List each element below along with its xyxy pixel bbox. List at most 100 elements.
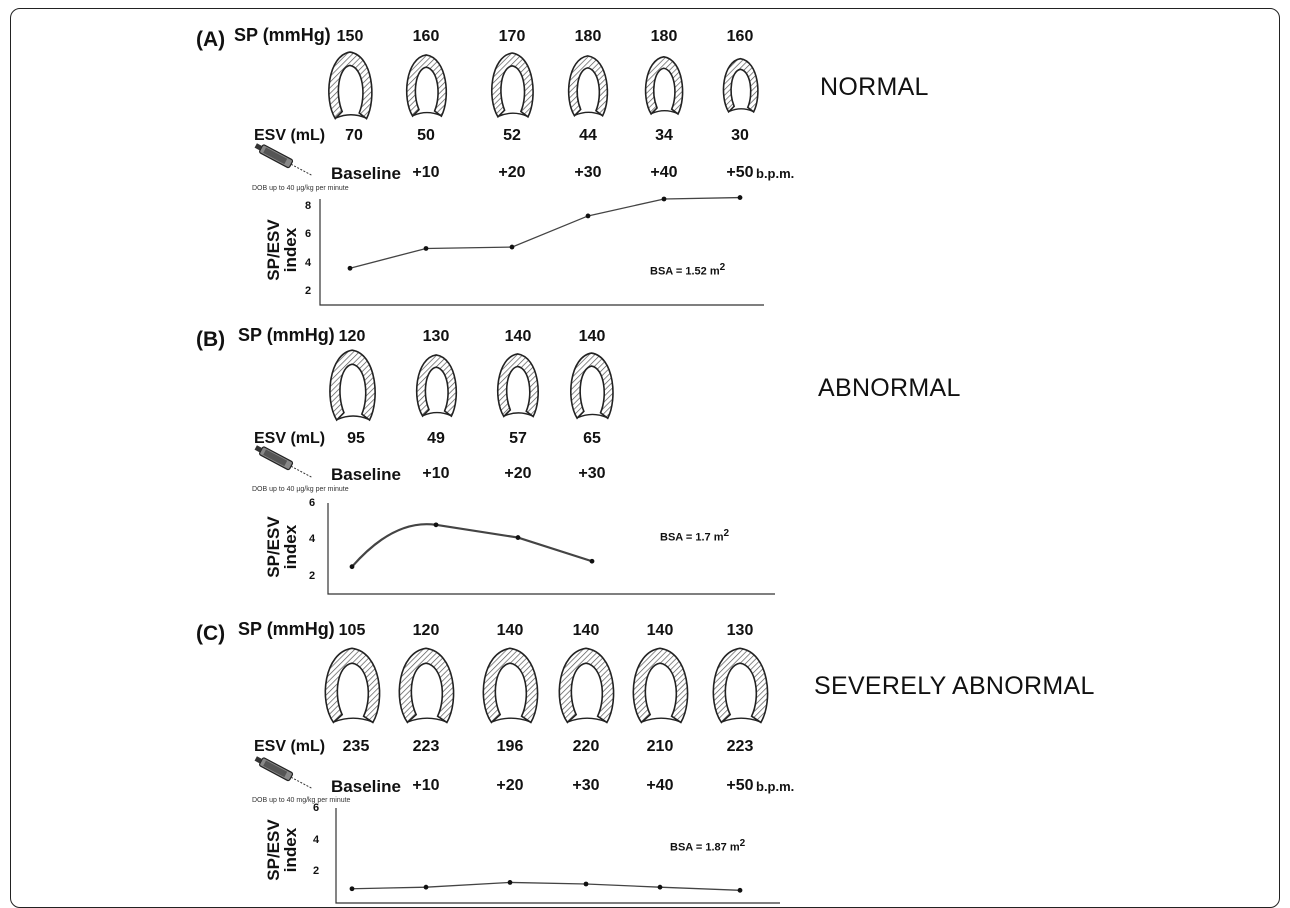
y-axis-title-line2: index (281, 524, 300, 570)
ventricle-icon (558, 647, 615, 724)
dose-step: +10 (412, 777, 440, 794)
esv-value: 50 (417, 127, 435, 144)
ventricle-wall (415, 353, 457, 418)
dose-step: +30 (572, 777, 600, 794)
ventricle-wall (324, 647, 381, 724)
mitral-plane (722, 717, 760, 723)
classification-label: SEVERELY ABNORMAL (814, 672, 1095, 700)
bsa-text: BSA = 1.87 m (670, 841, 740, 854)
sp-value: 105 (338, 622, 366, 639)
y-axis-title-line1: SP/ESV (264, 516, 283, 578)
y-tick-label: 2 (308, 569, 316, 582)
y-tick-label: 4 (312, 833, 320, 846)
sp-value: 160 (412, 28, 440, 45)
sp-value: 120 (412, 622, 440, 639)
esv-value: 223 (726, 738, 754, 755)
dob-note: DOB up to 40 µg/kg per minute (252, 486, 349, 493)
classification-label: ABNORMAL (818, 374, 961, 402)
ventricle-icon (398, 647, 455, 724)
mitral-plane (642, 717, 680, 723)
dob-note: DOB up to 40 mg/kg per minute (252, 797, 351, 804)
esv-value: 223 (412, 738, 440, 755)
dose-step: +30 (574, 164, 602, 181)
y-axis-title: SP/ESV index (264, 210, 300, 290)
dose-step: +50 (726, 777, 754, 794)
y-tick-label: 6 (308, 497, 316, 509)
y-tick-label: 8 (304, 200, 312, 213)
ventricle-icon (712, 647, 769, 724)
y-axis-title-line1: SP/ESV (264, 219, 283, 281)
mitral-plane (504, 412, 533, 417)
ventricle-icon (568, 54, 609, 117)
y-axis-title-line1: SP/ESV (264, 819, 283, 881)
ventricle-wall (490, 52, 534, 119)
sp-value: 180 (574, 28, 602, 45)
sp-value: 140 (504, 328, 532, 345)
dose-step: +30 (578, 465, 606, 482)
mitral-plane (334, 717, 372, 723)
ventricle-wall (328, 51, 373, 120)
esv-value: 34 (655, 127, 673, 144)
mitral-plane (568, 717, 606, 723)
ventricle-wall (329, 349, 376, 422)
esv-label: ESV (mL) (254, 127, 326, 144)
ventricle-wall (568, 54, 609, 117)
ventricle-wall (632, 647, 689, 724)
mitral-plane (413, 111, 441, 116)
bsa-text: BSA = 1.7 m (660, 531, 724, 544)
panel-label: (A) (196, 28, 226, 51)
y-tick-label: 4 (304, 256, 312, 269)
mitral-plane (335, 114, 366, 119)
ventricle-icon (497, 353, 540, 418)
esv-value: 95 (347, 430, 365, 447)
ventricle-wall (398, 647, 455, 724)
sp-label: SP (mmHg) (238, 325, 335, 345)
mitral-plane (498, 112, 528, 118)
bsa-label: BSA = 1.7 m2 (660, 528, 729, 544)
mitral-plane (337, 415, 369, 421)
sp-value: 150 (336, 28, 364, 45)
y-tick-label: 2 (304, 284, 312, 297)
mitral-plane (651, 109, 678, 114)
y-axis-title-line2: index (281, 227, 300, 273)
ventricle-icon (632, 647, 689, 724)
ventricle-icon (415, 353, 457, 418)
panel-label: (B) (196, 328, 226, 351)
ventricle-wall (712, 647, 769, 724)
sp-value: 130 (726, 622, 754, 639)
ventricle-wall (570, 351, 615, 420)
ventricle-wall (482, 647, 539, 724)
dose-step: +40 (646, 777, 674, 794)
dose-step: +20 (496, 777, 524, 794)
mitral-plane (408, 717, 446, 723)
dose-step: +10 (422, 465, 450, 482)
bsa-exponent: 2 (739, 838, 746, 849)
ventricle-icon (329, 349, 376, 422)
dose-step: Baseline (331, 164, 401, 183)
esv-value: 70 (345, 127, 363, 144)
esv-value: 44 (579, 127, 597, 144)
syringe-icon (254, 445, 313, 478)
ventricle-icon (490, 52, 534, 119)
dose-step: Baseline (331, 777, 401, 796)
classification-label: NORMAL (820, 73, 929, 101)
esv-value: 196 (496, 738, 524, 755)
dose-step: Baseline (331, 465, 401, 484)
sp-value: 140 (496, 622, 524, 639)
sp-value: 140 (578, 328, 606, 345)
mitral-plane (578, 413, 608, 418)
sp-label: SP (mmHg) (234, 25, 331, 45)
bpm-unit: b.p.m. (756, 779, 795, 794)
ventricle-wall (558, 647, 615, 724)
mitral-plane (492, 717, 530, 723)
esv-value: 210 (646, 738, 674, 755)
ventricle-wall (497, 353, 540, 418)
esv-label: ESV (mL) (254, 430, 326, 447)
bsa-label: BSA = 1.52 m2 (650, 262, 725, 278)
ventricle-wall (645, 55, 684, 116)
esv-value: 235 (342, 738, 370, 755)
y-axis-title-line2: index (281, 827, 300, 873)
dob-note: DOB up to 40 µg/kg per minute (252, 185, 349, 192)
panel-label: (C) (196, 622, 226, 645)
